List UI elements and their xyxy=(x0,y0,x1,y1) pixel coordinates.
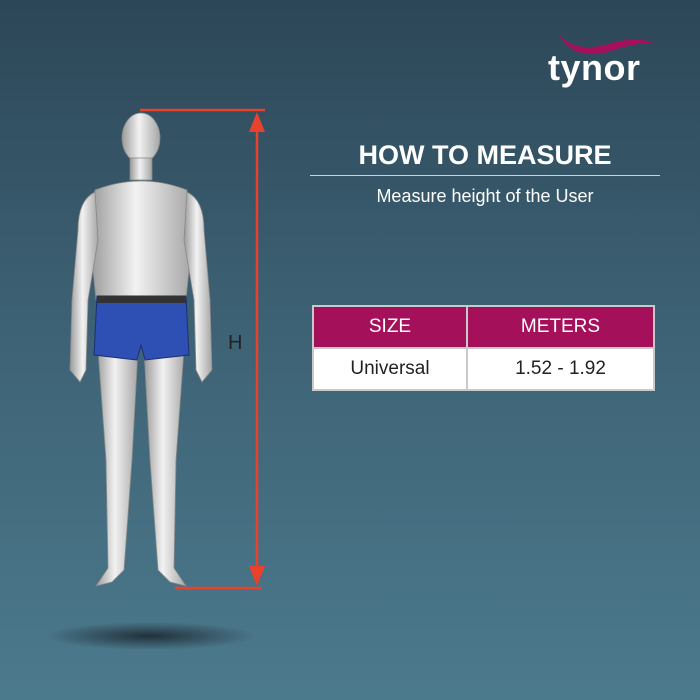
table-row: Universal 1.52 - 1.92 xyxy=(312,347,655,391)
brand-logo: tynor xyxy=(548,47,641,88)
cell-meters: 1.52 - 1.92 xyxy=(466,347,655,391)
floor-shadow xyxy=(45,622,255,650)
header-size: SIZE xyxy=(312,305,468,349)
cell-size: Universal xyxy=(312,347,468,391)
size-table: SIZE METERS Universal 1.52 - 1.92 xyxy=(312,305,655,391)
divider xyxy=(310,175,660,176)
height-arrow xyxy=(140,108,265,590)
subtitle: Measure height of the User xyxy=(376,186,594,206)
page-title: HOW TO MEASURE xyxy=(358,140,612,170)
height-label: H xyxy=(228,332,243,354)
header-meters: METERS xyxy=(466,305,655,349)
shorts xyxy=(93,295,190,361)
table-header-row: SIZE METERS xyxy=(312,305,655,349)
body xyxy=(69,112,213,587)
tynor-logo-swoosh xyxy=(558,32,656,55)
